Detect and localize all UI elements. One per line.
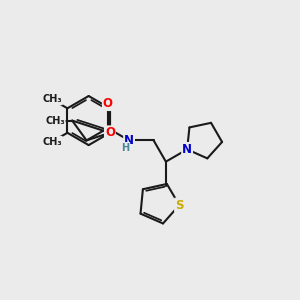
Text: S: S [175,199,184,212]
Text: N: N [182,143,192,156]
Text: H: H [121,143,130,153]
Text: CH₃: CH₃ [42,137,62,147]
Text: O: O [103,97,113,110]
Text: CH₃: CH₃ [42,94,62,104]
Text: O: O [105,126,115,139]
Text: N: N [124,134,134,147]
Text: CH₃: CH₃ [45,116,65,126]
